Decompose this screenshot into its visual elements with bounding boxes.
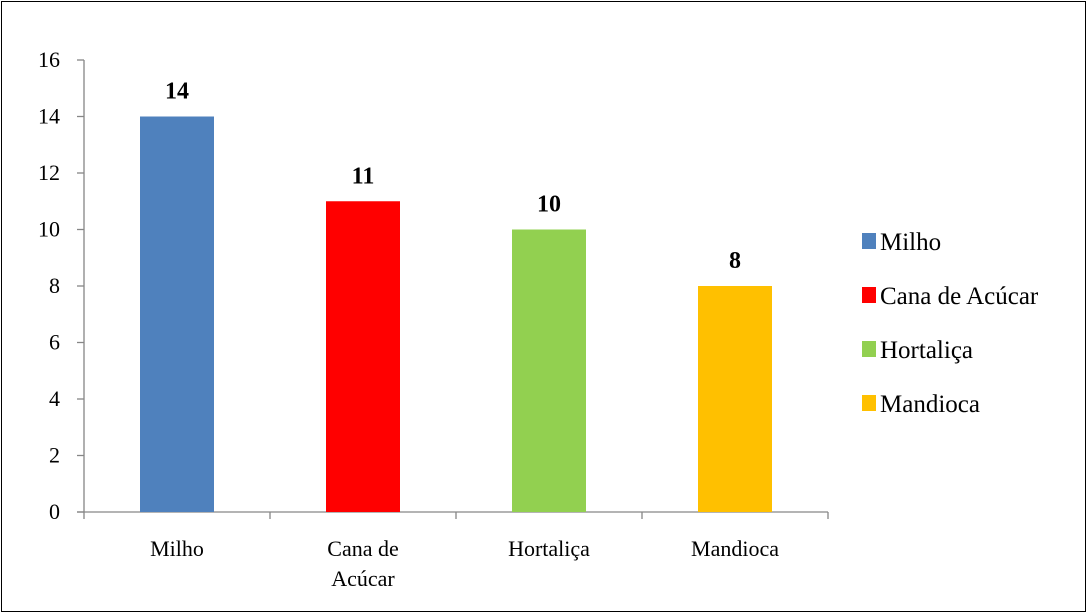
y-tick-label: 10 [38,217,60,242]
x-tick-label-line: Cana de [327,536,398,561]
x-axis: Milho Cana de Acúcar Hortaliça Mandioca [77,511,829,591]
data-label: 10 [537,192,561,218]
y-tick-label: 14 [38,104,60,129]
legend-swatch [862,395,876,411]
legend-swatch [862,287,876,303]
bar [698,286,772,512]
legend-label: Hortaliça [880,337,973,364]
data-label: 8 [729,248,741,274]
x-tick-label-line: Hortaliça [508,536,590,561]
data-label: 11 [352,163,375,189]
y-tick-label: 8 [49,273,60,298]
data-labels: 14 11 10 8 [165,79,741,275]
bars [140,116,772,512]
legend-swatch [862,233,876,249]
y-tick-label: 6 [49,330,60,355]
y-tick-label: 12 [38,160,60,185]
legend-label: Mandioca [880,391,980,418]
y-tick-label: 16 [38,47,60,72]
x-tick-label-line: Mandioca [691,536,779,561]
legend-label: Milho [880,229,941,256]
legend-swatch [862,341,876,357]
y-axis: 0 2 4 6 8 10 12 14 16 [38,47,85,524]
x-tick-label-line: Acúcar [331,566,395,591]
y-tick-label: 4 [49,386,60,411]
y-tick-label: 2 [49,443,60,468]
x-tick-label: Cana de Acúcar [327,536,398,591]
bar [140,116,214,512]
x-tick-label: Mandioca [691,536,779,561]
x-tick-label-line: Milho [150,536,204,561]
bar [512,229,586,512]
y-tick-label: 0 [49,499,60,524]
bar [326,201,400,512]
x-tick-label: Hortaliça [508,536,590,561]
data-label: 14 [165,79,189,105]
legend: Milho Cana de Acúcar Hortaliça Mandioca [862,229,1039,418]
legend-label: Cana de Acúcar [880,283,1039,310]
x-tick-label: Milho [150,536,204,561]
